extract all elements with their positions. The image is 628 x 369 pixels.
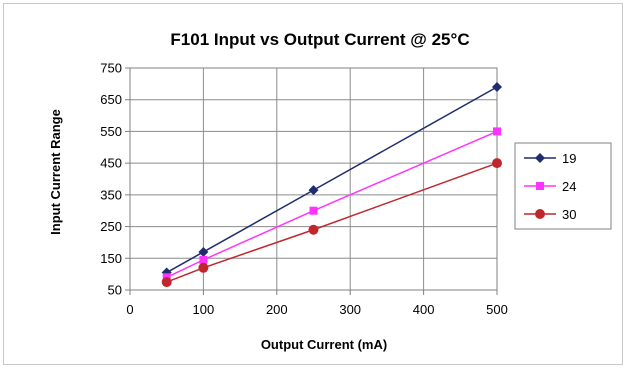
- x-tick-label: 400: [413, 302, 435, 317]
- gridlines: [129, 67, 498, 291]
- y-tick-label: 550: [100, 124, 122, 139]
- y-tick-label: 750: [100, 61, 122, 76]
- x-axis-title: Output Current (mA): [261, 337, 387, 352]
- data-point: [308, 185, 319, 196]
- x-tick-label: 200: [266, 302, 288, 317]
- chart-title: F101 Input vs Output Current @ 25°C: [170, 30, 469, 49]
- legend-label: 19: [562, 151, 576, 166]
- y-axis-title: Input Current Range: [48, 109, 63, 235]
- y-tick-label: 450: [100, 156, 122, 171]
- legend-label: 24: [562, 179, 576, 194]
- data-point: [309, 206, 318, 215]
- legend-label: 30: [562, 207, 576, 222]
- legend-marker: [535, 153, 545, 163]
- series-line: [166, 162, 498, 283]
- x-axis-ticks: 0 100 200 300 400 500: [126, 290, 508, 317]
- data-series: [161, 82, 502, 288]
- y-tick-label: 50: [108, 283, 122, 298]
- series-line: [166, 130, 498, 278]
- x-tick-label: 0: [126, 302, 133, 317]
- x-tick-label: 300: [339, 302, 361, 317]
- legend-item: 30: [524, 207, 576, 222]
- legend-marker: [536, 182, 544, 190]
- y-tick-label: 650: [100, 92, 122, 107]
- series-30: [161, 158, 502, 288]
- y-axis-ticks: 50 150 250 350 450 550 650 750: [100, 61, 130, 298]
- y-tick-label: 150: [100, 251, 122, 266]
- data-point: [493, 127, 501, 136]
- data-point: [199, 255, 208, 264]
- x-tick-label: 500: [486, 302, 508, 317]
- data-point: [198, 262, 209, 273]
- y-tick-label: 350: [100, 187, 122, 202]
- legend: 19 24 30: [514, 142, 612, 230]
- legend-item: 24: [524, 179, 576, 194]
- y-tick-label: 250: [100, 219, 122, 234]
- data-point: [492, 82, 502, 93]
- data-point: [161, 277, 172, 288]
- plot-area: [129, 67, 498, 291]
- legend-item: 19: [524, 151, 576, 166]
- series-line: [166, 86, 498, 274]
- data-point: [492, 158, 502, 169]
- data-point: [198, 246, 209, 257]
- data-point: [308, 224, 319, 235]
- x-tick-label: 100: [193, 302, 215, 317]
- legend-marker: [535, 209, 545, 219]
